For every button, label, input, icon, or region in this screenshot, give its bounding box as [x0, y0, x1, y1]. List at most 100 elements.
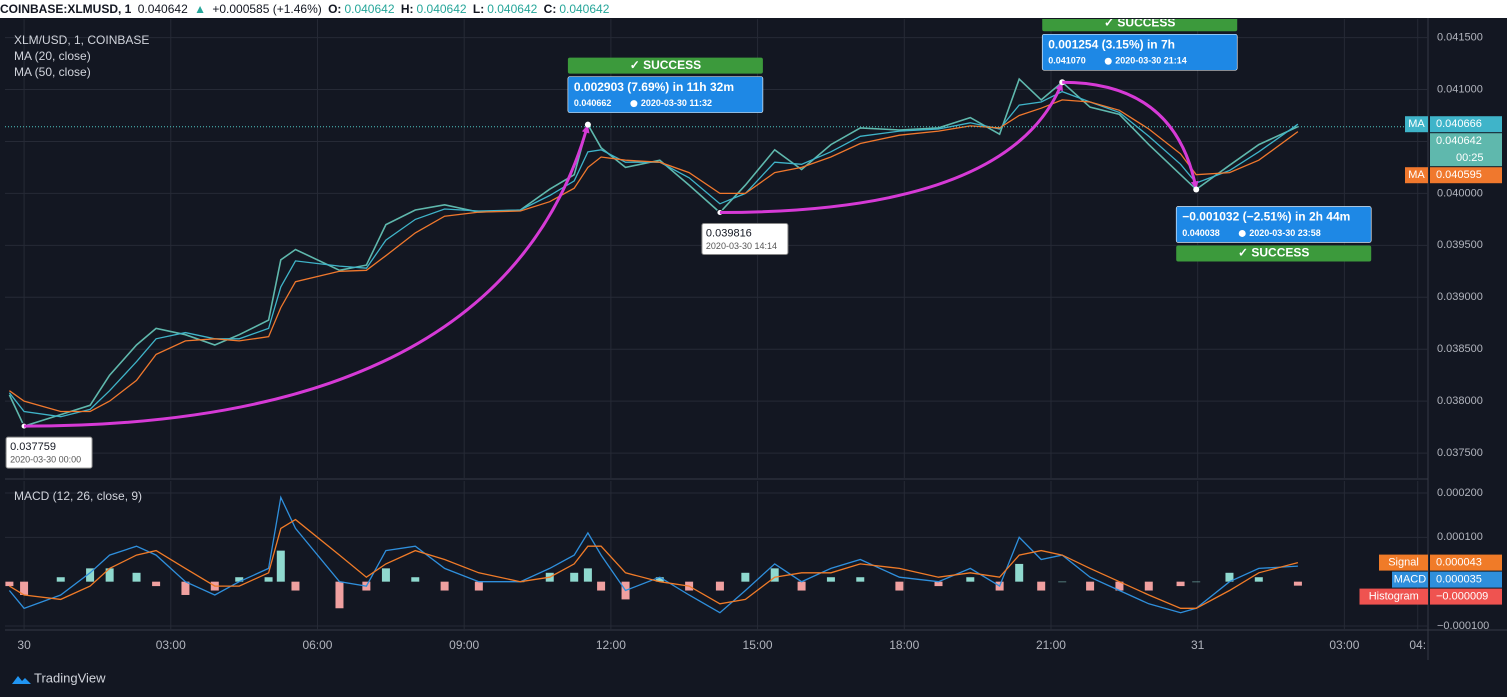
projection-box: [1175, 206, 1372, 243]
histogram-bar: [583, 568, 592, 582]
histogram-bar: [276, 550, 285, 582]
histogram-bar: [1192, 581, 1201, 583]
success-text: ✓ SUCCESS: [1104, 15, 1175, 29]
price-tag-value: 0.040642: [1436, 135, 1482, 147]
last-price: 0.040642: [137, 2, 188, 16]
logo-icon: [12, 676, 31, 684]
histogram-bar: [966, 577, 975, 582]
projection-date: 2020-03-30 11:32: [641, 98, 712, 108]
projection-price: 0.041070: [1048, 56, 1086, 66]
success-text: ✓ SUCCESS: [630, 58, 701, 72]
histogram-bar: [856, 577, 865, 582]
histogram-bar: [5, 581, 14, 587]
legend-entry: MA (20, close): [14, 49, 91, 63]
x-tick-label: 15:00: [743, 638, 773, 652]
success-text: ✓ SUCCESS: [1238, 246, 1309, 260]
histogram-bar: [152, 581, 161, 587]
change-arrow: ▲: [194, 2, 206, 16]
tag-label: MACD: [1394, 574, 1426, 586]
tag-label-bg: [1405, 167, 1428, 184]
price-tag-value: −0.000009: [1436, 591, 1488, 603]
histogram-bar: [132, 572, 141, 582]
point-label-box: [701, 223, 789, 256]
series-line: [9, 518, 1299, 609]
histogram-bar: [1254, 577, 1263, 582]
histogram-bar: [291, 581, 300, 591]
chart-title: MACD (12, 26, close, 9): [14, 489, 142, 503]
clock-icon: [1238, 229, 1246, 237]
y-tick-label: 0.038500: [1437, 343, 1483, 355]
histogram-bar: [895, 581, 904, 591]
price-tag: [1430, 116, 1502, 133]
price-tag-value: 0.000043: [1436, 557, 1482, 569]
y-tick-label: 0.037500: [1437, 447, 1483, 459]
price-tag-value: 0.000035: [1436, 574, 1482, 586]
histogram-bar: [474, 581, 483, 591]
brand: TradingView: [34, 670, 106, 685]
projection-date: 2020-03-30 21:14: [1115, 56, 1187, 66]
x-tick-label: 03:00: [156, 638, 186, 652]
price-tag: [1430, 554, 1502, 571]
price-tag: [1430, 133, 1502, 167]
histogram-bar: [934, 581, 943, 587]
histogram-bar: [826, 577, 835, 582]
histogram-bar: [1144, 581, 1153, 591]
y-tick-label: 0.041000: [1437, 83, 1483, 95]
histogram-bar: [797, 581, 806, 591]
tag-label: Signal: [1388, 557, 1419, 569]
tag-label-bg: [1392, 571, 1428, 588]
projection-change: −0.001032 (−2.51%) in 2h 44m: [1182, 210, 1350, 224]
price-tag: [1430, 588, 1502, 605]
countdown: 00:25: [1456, 152, 1484, 164]
histogram-bar: [411, 577, 420, 582]
y-tick-label: −0.000100: [1437, 620, 1489, 632]
y-tick-label: 0.038000: [1437, 395, 1483, 407]
histogram-bar: [1115, 581, 1124, 591]
histogram-bar: [105, 568, 114, 582]
close-label: C:: [543, 2, 557, 16]
x-tick-label: 21:00: [1036, 638, 1066, 652]
x-tick-label: 18:00: [889, 638, 919, 652]
point-label-box: [5, 436, 93, 469]
projection-change: 0.002903 (7.69%) in 11h 32m: [574, 80, 734, 94]
y-tick-label: 0.000200: [1437, 487, 1483, 499]
y-tick-label: 0.039500: [1437, 239, 1483, 251]
low: 0.040642: [487, 2, 538, 16]
histogram-bar: [235, 577, 244, 582]
success-banner: [1042, 19, 1238, 32]
histogram-bar: [1086, 581, 1095, 591]
x-tick-label: 04:: [1409, 638, 1426, 652]
histogram-bar: [1037, 581, 1046, 591]
projection-curve: [24, 124, 590, 428]
legend-entry: MA (50, close): [14, 65, 91, 79]
y-tick-label: 0.041500: [1437, 31, 1483, 43]
histogram-bar: [381, 568, 390, 582]
x-tick-label: 06:00: [302, 638, 332, 652]
change: +0.000585 (+1.46%): [212, 2, 322, 16]
symbol: COINBASE:XLMUSD, 1: [0, 2, 132, 16]
price-tag: [1430, 167, 1502, 184]
high-label: H:: [400, 2, 414, 16]
projection-curve: [1062, 80, 1198, 190]
open-label: O:: [328, 2, 342, 16]
footer-bar: [0, 660, 1507, 697]
clock-icon: [630, 100, 638, 108]
histogram-bar: [597, 581, 606, 591]
point-label-date: 2020-03-30 00:00: [10, 455, 81, 465]
histogram-bar: [181, 581, 190, 595]
high: 0.040642: [416, 2, 467, 16]
histogram-bar: [741, 572, 750, 582]
histogram-bar: [20, 581, 29, 595]
x-tick-label: 12:00: [596, 638, 626, 652]
header: COINBASE:XLMUSD, 1 0.040642 ▲ +0.000585 …: [0, 0, 1507, 18]
histogram-bar: [335, 581, 344, 609]
x-tick-label: 31: [1191, 638, 1205, 652]
clock-icon: [1104, 57, 1112, 65]
histogram-bar: [715, 581, 724, 591]
open: 0.040642: [344, 2, 395, 16]
histogram-bar: [1058, 581, 1067, 583]
price-tag: [1430, 571, 1502, 588]
y-tick-label: 0.040000: [1437, 187, 1483, 199]
histogram-bar: [570, 572, 579, 582]
